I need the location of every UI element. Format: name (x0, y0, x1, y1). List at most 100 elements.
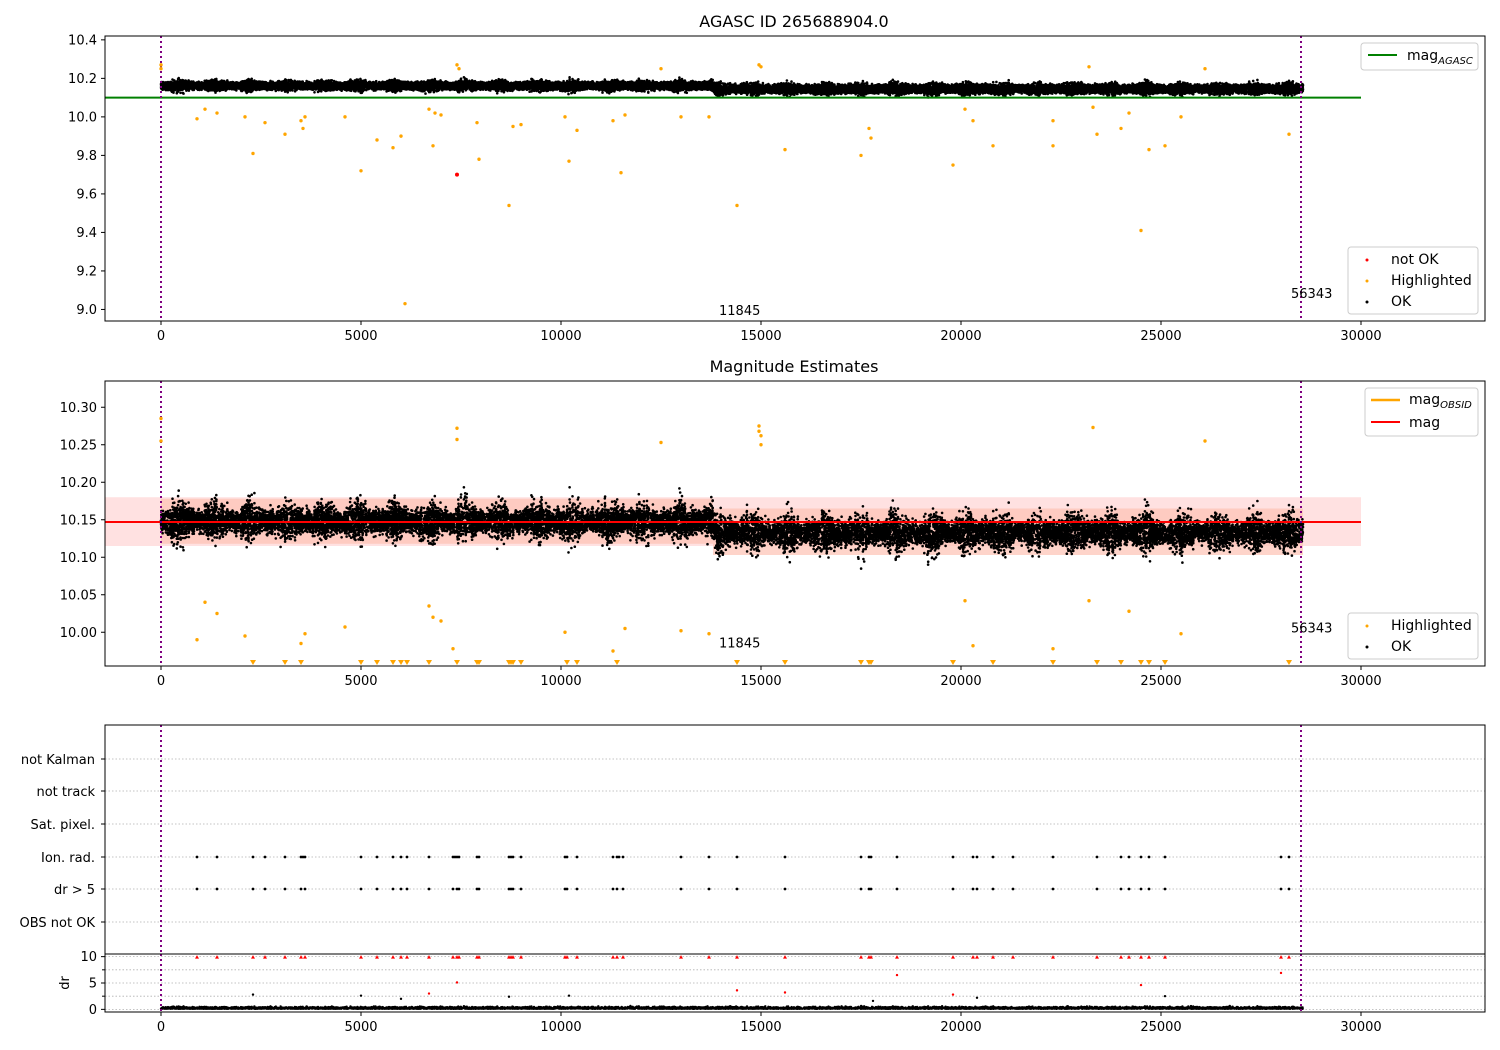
highlighted-point (439, 619, 443, 623)
highlighted-point (1119, 126, 1123, 131)
ion-rad-flag-point (1163, 855, 1167, 859)
dr-panel: 0 5 10 0 5000 10000 15000 20000 25000 30000 dr (58, 950, 1486, 1035)
highlighted-point (215, 611, 219, 616)
ion-rad-flag-point (509, 855, 513, 859)
dr-flag-point (391, 887, 395, 891)
dr-clipped-point (391, 955, 395, 959)
dr-clipped-point (1147, 955, 1151, 959)
dr-flag-point (951, 887, 955, 891)
dr-flag-point (735, 887, 739, 891)
dr-flag-point (1287, 887, 1291, 891)
dr-clipped-point (405, 955, 409, 959)
highlighted-point (563, 115, 567, 119)
highlighted-point (679, 115, 683, 119)
ion-rad-flag-point (611, 855, 615, 859)
legend-highlighted-label: Highlighted (1391, 273, 1472, 289)
highlighted-point (659, 440, 663, 445)
agasc-ytick-label: 10.0 (68, 110, 97, 125)
agasc-ytick-label: 9.6 (76, 187, 97, 202)
dr-clipped-point (575, 955, 579, 959)
dr-ylabel: dr (58, 976, 73, 990)
agasc-legend-top: magAGASC (1360, 42, 1479, 71)
ion-rad-flag-point (375, 855, 379, 859)
dr-flag-point (975, 887, 979, 891)
highlighted-point (1179, 632, 1183, 636)
below-range-marker (476, 660, 482, 665)
highlighted-point (391, 145, 395, 150)
highlighted-point (1163, 144, 1167, 148)
dr-clipped-point (783, 955, 787, 959)
dr-flag-point (477, 887, 481, 891)
ion-rad-flag-point (1051, 855, 1055, 859)
ion-rad-flag-point (215, 855, 219, 859)
highlighted-point (159, 67, 163, 71)
ion-rad-flag-point (399, 855, 403, 859)
agasc-axes-frame (104, 35, 1486, 322)
highlighted-point (1051, 647, 1055, 651)
ion-rad-flag-point (707, 855, 711, 859)
ion-rad-flag-point (991, 855, 995, 859)
ion-rad-flag-point (451, 855, 455, 859)
highlighted-point (971, 644, 975, 648)
dr-clipped-point (283, 955, 287, 959)
legend-mag-label: mag (1409, 415, 1440, 431)
dr-flag-point (405, 887, 409, 891)
dr-high-point (895, 973, 899, 977)
dr-flag-point (375, 887, 379, 891)
below-range-marker (990, 660, 996, 665)
highlighted-point (507, 203, 511, 208)
highlighted-point (455, 437, 459, 442)
dr-clipped-point (263, 955, 267, 959)
below-range-marker (1094, 660, 1100, 665)
below-range-marker (404, 660, 410, 665)
highlighted-point (431, 144, 435, 148)
ion-rad-flag-point (575, 855, 579, 859)
dr-flag-point (621, 887, 625, 891)
ion-rad-flag-point (1147, 855, 1151, 859)
dr-xtick-label: 15000 (740, 1020, 781, 1035)
agasc-annotation-obsid-end: 56343 (1291, 287, 1332, 302)
dr-flag-point (195, 887, 199, 891)
highlighted-point (971, 119, 975, 123)
dr-ytick-label: 0 (89, 1003, 97, 1018)
dr-high-point (783, 991, 787, 994)
estimates-xtick-label: 10000 (540, 674, 581, 689)
agasc-xtick-label: 25000 (1140, 329, 1181, 344)
agasc-ytick-label: 10.2 (68, 72, 97, 87)
below-range-marker (734, 660, 740, 665)
dr-flag-point (1051, 887, 1055, 891)
dr-flag-point (1011, 887, 1015, 891)
estimates-ytick-label: 10.00 (60, 626, 97, 641)
dr-clipped-point (477, 955, 481, 959)
ion-rad-flag-point (975, 855, 979, 859)
legend-highlighted-label-2: Highlighted (1391, 618, 1472, 634)
dr-clipped-point (195, 955, 199, 959)
highlighted-point (303, 632, 307, 636)
ion-rad-flag-point (679, 855, 683, 859)
below-range-marker (1050, 660, 1056, 665)
below-range-marker (1162, 660, 1168, 665)
agasc-ytick-label: 9.8 (76, 149, 97, 164)
below-range-marker (574, 660, 580, 665)
highlighted-point (1127, 609, 1131, 613)
ion-rad-flag-point (867, 855, 871, 859)
ion-rad-flag-point (303, 855, 307, 859)
estimates-ytick-label: 10.05 (60, 588, 97, 603)
legend-ok-label: OK (1391, 294, 1412, 310)
dr-flag-point (783, 887, 787, 891)
dr-flag-point (575, 887, 579, 891)
highlighted-point (707, 115, 711, 119)
legend-mag-agasc-label: magAGASC (1407, 48, 1473, 67)
highlighted-point (1091, 105, 1095, 109)
highlighted-point (1287, 132, 1291, 136)
highlighted-point (759, 434, 763, 438)
highlighted-point (623, 626, 627, 631)
highlighted-point (243, 115, 247, 119)
highlighted-point (511, 124, 515, 129)
dr-high-point (951, 993, 955, 996)
highlighted-point (783, 147, 787, 152)
estimates-xtick-label: 20000 (940, 674, 981, 689)
below-range-marker (454, 660, 460, 665)
ion-rad-flag-point (359, 855, 363, 859)
highlighted-point (707, 632, 711, 636)
